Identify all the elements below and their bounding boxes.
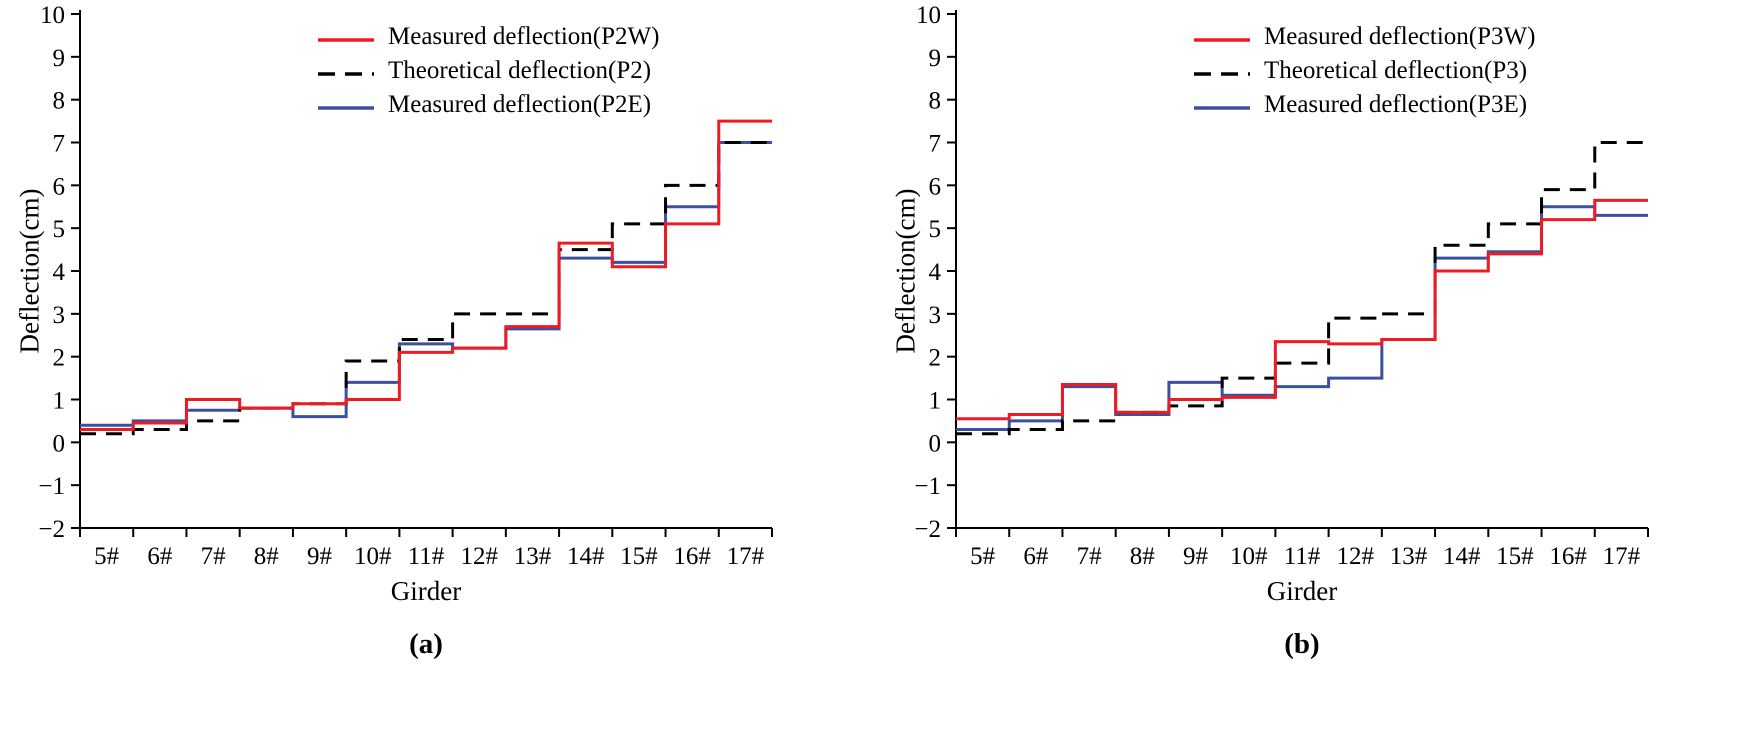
x-tick-label: 14# — [1443, 543, 1481, 570]
legend-item: Measured deflection(P2W) — [318, 20, 659, 54]
legend-line-measured-east — [1194, 100, 1250, 110]
x-tick-label: 13# — [514, 543, 552, 570]
legend-item: Measured deflection(P3W) — [1194, 20, 1535, 54]
x-tick-label: 16# — [673, 543, 711, 570]
y-tick-label: 10 — [40, 2, 65, 29]
y-tick-label: 8 — [929, 88, 942, 115]
y-tick-label: 3 — [53, 302, 66, 329]
y-tick-label: 3 — [929, 302, 942, 329]
legend-label: Measured deflection(P3E) — [1264, 91, 1528, 118]
x-tick-label: 9# — [307, 543, 333, 570]
legend-line-theoretical — [318, 66, 374, 76]
x-tick-label: 12# — [460, 543, 498, 570]
x-tick-label: 7# — [1077, 543, 1103, 570]
legend-line-measured-east — [318, 100, 374, 110]
legend-label: Measured deflection(P3W) — [1264, 23, 1536, 50]
legend-b: Measured deflection(P3W) Theoretical def… — [1194, 20, 1535, 122]
y-tick-label: 2 — [53, 345, 66, 372]
y-tick-label: 0 — [929, 430, 942, 457]
x-tick-label: 5# — [94, 543, 120, 570]
x-tick-label: 17# — [1603, 543, 1641, 570]
y-tick-label: 7 — [53, 131, 66, 158]
y-axis-title: Deflection(cm) — [890, 188, 921, 354]
y-tick-label: −1 — [914, 473, 941, 500]
series-path-2 — [956, 205, 1648, 431]
x-tick-label: 7# — [201, 543, 227, 570]
chart-b: −2 −1 0 1 2 3 4 5 6 7 8 9 10 5# 6# 7# 8# 9# 10# 11# 12# 13# 14… — [876, 0, 1752, 733]
y-tick-label: 6 — [53, 173, 66, 200]
y-tick-label: 1 — [53, 388, 66, 415]
x-tick-label: 14# — [567, 543, 605, 570]
legend-item: Measured deflection(P2E) — [318, 88, 659, 122]
legend-item: Measured deflection(P3E) — [1194, 88, 1535, 122]
x-tick-label: 12# — [1336, 543, 1374, 570]
series-path-1 — [80, 141, 772, 436]
x-tick-label: 6# — [147, 543, 173, 570]
series-path-1 — [956, 141, 1648, 436]
x-tick-label: 11# — [408, 543, 445, 570]
y-tick-label: 9 — [53, 45, 66, 72]
x-tick-label: 13# — [1390, 543, 1428, 570]
x-tick-label: 17# — [727, 543, 765, 570]
y-tick-label: 4 — [53, 259, 66, 286]
y-tick-label: 0 — [53, 430, 66, 457]
chart-a: −2 −1 0 1 2 3 4 5 6 7 8 9 10 5# 6# 7# 8# 9# 10# 11# 12# 13# 14… — [0, 0, 876, 733]
series-path-2 — [80, 141, 772, 427]
chart-b-plot: −2 −1 0 1 2 3 4 5 6 7 8 9 10 5# 6# 7# 8# 9# 10# 11# 12# 13# 14… — [914, 2, 1649, 570]
legend-label: Theoretical deflection(P3) — [1264, 57, 1528, 84]
legend-label: Theoretical deflection(P2) — [388, 57, 652, 84]
y-tick-label: −2 — [38, 516, 65, 543]
chart-a-plot: −2 −1 0 1 2 3 4 5 6 7 8 9 10 5# 6# 7# 8# 9# 10# 11# 12# 13# 14… — [38, 2, 773, 570]
legend-label: Measured deflection(P2E) — [388, 91, 652, 118]
y-tick-label: −2 — [914, 516, 941, 543]
y-axis-title: Deflection(cm) — [14, 188, 45, 354]
y-tick-label: 5 — [929, 216, 942, 243]
legend-line-measured-west — [318, 32, 374, 42]
y-tick-label: −1 — [38, 473, 65, 500]
y-tick-label: 8 — [53, 88, 66, 115]
y-tick-label: 10 — [916, 2, 941, 29]
y-tick-label: 5 — [53, 216, 66, 243]
x-tick-label: 11# — [1284, 543, 1321, 570]
x-axis-title: Girder — [390, 576, 462, 606]
legend-a: Measured deflection(P2W) Theoretical def… — [318, 20, 659, 122]
legend-label: Measured deflection(P2W) — [388, 23, 660, 50]
legend-item: Theoretical deflection(P2) — [318, 54, 659, 88]
series-path-0 — [956, 198, 1648, 421]
x-axis-title: Girder — [1266, 576, 1338, 606]
legend-line-theoretical — [1194, 66, 1250, 76]
y-tick-label: 6 — [929, 173, 942, 200]
x-tick-label: 5# — [970, 543, 996, 570]
x-tick-label: 15# — [620, 543, 658, 570]
x-tick-label: 15# — [1496, 543, 1534, 570]
subfigure-caption: (b) — [1284, 628, 1320, 660]
y-tick-label: 1 — [929, 388, 942, 415]
x-tick-label: 9# — [1183, 543, 1209, 570]
x-tick-label: 6# — [1023, 543, 1049, 570]
y-tick-label: 7 — [929, 131, 942, 158]
series-path-0 — [80, 119, 772, 431]
x-tick-label: 16# — [1549, 543, 1587, 570]
x-tick-label: 8# — [254, 543, 280, 570]
x-tick-label: 10# — [354, 543, 392, 570]
y-tick-label: 4 — [929, 259, 942, 286]
legend-line-measured-west — [1194, 32, 1250, 42]
y-tick-label: 9 — [929, 45, 942, 72]
subfigure-caption: (a) — [409, 628, 443, 660]
x-tick-label: 8# — [1130, 543, 1156, 570]
y-tick-label: 2 — [929, 345, 942, 372]
legend-item: Theoretical deflection(P3) — [1194, 54, 1535, 88]
x-tick-label: 10# — [1230, 543, 1268, 570]
